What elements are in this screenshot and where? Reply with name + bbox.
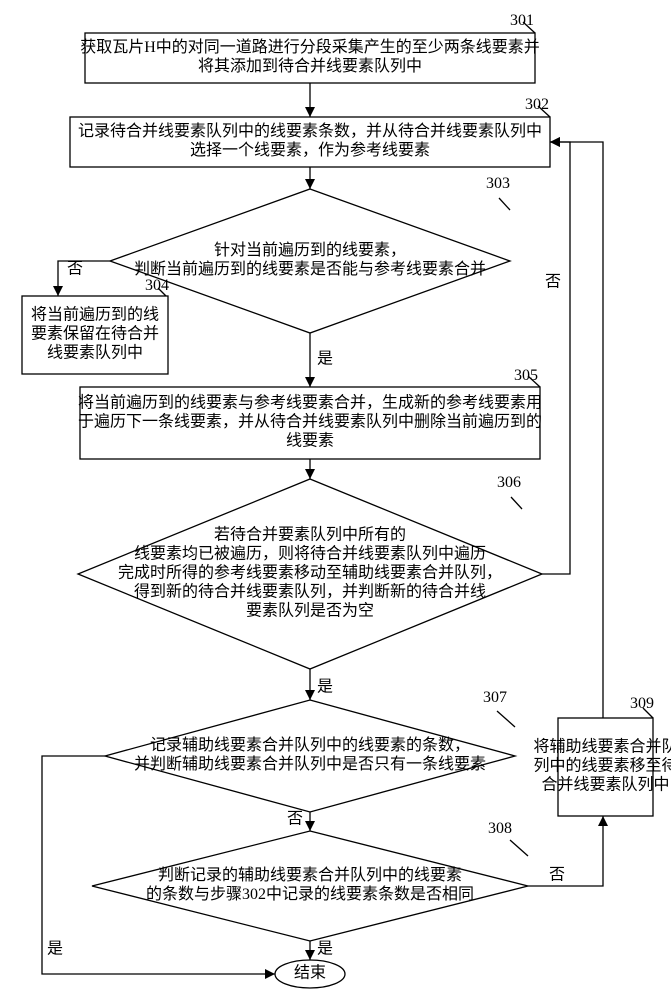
svg-text:选择一个线要素，作为参考线要素: 选择一个线要素，作为参考线要素 bbox=[190, 141, 430, 159]
svg-text:完成时所得的参考线要素移动至辅助线要素合并队列，: 完成时所得的参考线要素移动至辅助线要素合并队列， bbox=[118, 564, 502, 582]
svg-text:判断当前遍历到的线要素是否能与参考线要素合并: 判断当前遍历到的线要素是否能与参考线要素合并 bbox=[134, 260, 486, 278]
svg-text:否: 否 bbox=[545, 274, 561, 291]
svg-text:结束: 结束 bbox=[294, 964, 326, 982]
svg-text:否: 否 bbox=[549, 867, 565, 884]
svg-text:308: 308 bbox=[488, 820, 512, 837]
svg-text:303: 303 bbox=[486, 175, 510, 192]
svg-text:线要素均已被遍历，则将待合并线要素队列中遍历: 线要素均已被遍历，则将待合并线要素队列中遍历 bbox=[134, 545, 486, 563]
svg-text:列中的线要素移至待: 列中的线要素移至待 bbox=[533, 757, 671, 775]
svg-text:否: 否 bbox=[287, 811, 303, 828]
svg-text:合并线要素队列中: 合并线要素队列中 bbox=[541, 776, 669, 794]
svg-text:并判断辅助线要素合并队列中是否只有一条线要素: 并判断辅助线要素合并队列中是否只有一条线要素 bbox=[134, 755, 486, 773]
svg-text:305: 305 bbox=[514, 367, 538, 384]
svg-text:线要素: 线要素 bbox=[286, 432, 334, 450]
svg-text:是: 是 bbox=[47, 941, 63, 958]
svg-text:将其添加到待合并线要素队列中: 将其添加到待合并线要素队列中 bbox=[198, 57, 422, 75]
svg-text:是: 是 bbox=[317, 679, 333, 696]
svg-text:于遍历下一条线要素，并从待合并线要素队列中删除当前遍历到的: 于遍历下一条线要素，并从待合并线要素队列中删除当前遍历到的 bbox=[78, 413, 542, 431]
svg-text:线要素队列中: 线要素队列中 bbox=[47, 344, 143, 362]
svg-text:记录辅助线要素合并队列中的线要素的条数，: 记录辅助线要素合并队列中的线要素的条数， bbox=[150, 736, 470, 754]
svg-text:针对当前遍历到的线要素，: 针对当前遍历到的线要素， bbox=[214, 241, 406, 259]
svg-text:304: 304 bbox=[145, 277, 169, 294]
svg-text:将当前遍历到的线要素与参考线要素合并，生成新的参考线要素用: 将当前遍历到的线要素与参考线要素合并，生成新的参考线要素用 bbox=[78, 394, 542, 412]
svg-text:要素队列是否为空: 要素队列是否为空 bbox=[246, 602, 374, 620]
svg-text:得到新的待合并线要素队列，并判断新的待合并线: 得到新的待合并线要素队列，并判断新的待合并线 bbox=[134, 583, 486, 601]
svg-text:判断记录的辅助线要素合并队列中的线要素: 判断记录的辅助线要素合并队列中的线要素 bbox=[158, 866, 462, 884]
svg-text:301: 301 bbox=[510, 12, 534, 29]
svg-text:的条数与步骤302中记录的线要素条数是否相同: 的条数与步骤302中记录的线要素条数是否相同 bbox=[146, 885, 474, 903]
svg-text:是: 是 bbox=[317, 351, 333, 368]
svg-text:306: 306 bbox=[497, 474, 521, 491]
svg-text:将辅助线要素合并队: 将辅助线要素合并队 bbox=[533, 738, 671, 756]
svg-text:要素保留在待合并: 要素保留在待合并 bbox=[31, 325, 159, 343]
svg-text:307: 307 bbox=[483, 689, 507, 706]
svg-text:将当前遍历到的线: 将当前遍历到的线 bbox=[31, 306, 159, 324]
svg-text:是: 是 bbox=[317, 941, 333, 958]
svg-text:获取瓦片H中的对同一道路进行分段采集产生的至少两条线要素并: 获取瓦片H中的对同一道路进行分段采集产生的至少两条线要素并 bbox=[80, 38, 540, 56]
svg-text:记录待合并线要素队列中的线要素条数，并从待合并线要素队列中: 记录待合并线要素队列中的线要素条数，并从待合并线要素队列中 bbox=[78, 122, 542, 140]
svg-text:若待合并要素队列中所有的: 若待合并要素队列中所有的 bbox=[214, 526, 406, 544]
svg-text:309: 309 bbox=[630, 695, 654, 712]
svg-text:否: 否 bbox=[67, 261, 83, 278]
svg-text:302: 302 bbox=[525, 96, 549, 113]
